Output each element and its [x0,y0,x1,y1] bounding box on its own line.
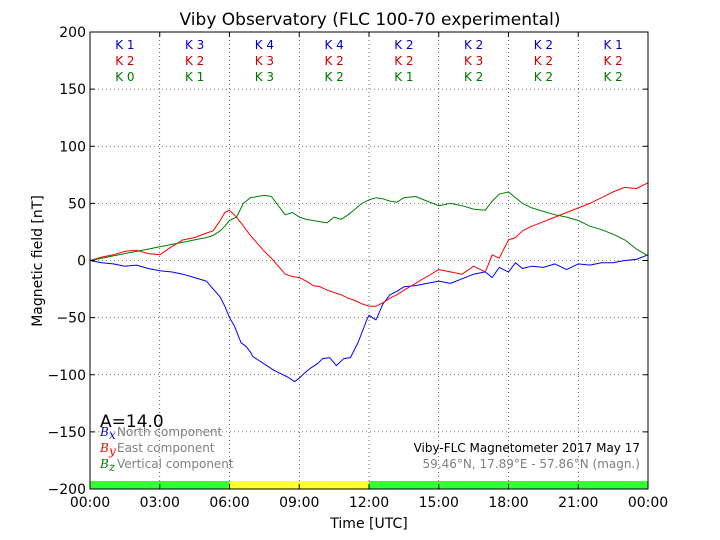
k-index-vertical: K 0 [115,70,134,84]
x-tick-label: 00:00 [70,495,110,511]
x-tick-label: 06:00 [209,495,249,511]
k-index-north: K 2 [464,38,483,52]
k-index-vertical: K 3 [255,70,274,84]
k-index-north: K 4 [324,38,343,52]
y-tick-label: −100 [48,368,86,384]
legend-north-label: North component [117,425,223,439]
y-tick-label: −50 [56,311,86,327]
east-component-line [89,182,649,307]
legend-vertical-subscript: z [108,460,116,474]
k-index-north: K 3 [185,38,204,52]
a-index-label: A=14.0 [100,412,164,432]
k-index-north: K 2 [534,38,553,52]
grid [90,32,648,489]
k-index-east: K 3 [255,54,274,68]
x-tick-label: 21:00 [558,495,598,511]
y-tick-label: −150 [48,425,86,441]
k-index-north: K 1 [603,38,622,52]
y-axis-label: Magnetic field [nT] [30,195,46,327]
north-component-line [89,254,649,383]
x-tick-label: 12:00 [349,495,389,511]
k-index-east: K 2 [394,54,413,68]
k-index-vertical: K 2 [534,70,553,84]
k-index-east: K 2 [603,54,622,68]
k-index-east: K 2 [185,54,204,68]
k-index-east: K 2 [115,54,134,68]
location-annotation: 59.46°N, 17.89°E - 57.86°N (magn.) [423,457,640,471]
y-tick-label: 150 [59,82,86,98]
k-index-north: K 1 [115,38,134,52]
k-index-table: K 1 K 3 K 4 K 4 K 2 K 2 K 2 K 1 K 2 K 2 K 3 K 2 K 2 K… [115,38,623,84]
k-index-east: K 2 [534,54,553,68]
x-tick-label: 00:00 [628,495,668,511]
x-tick-label: 09:00 [279,495,319,511]
x-tick-label: 18:00 [488,495,528,511]
legend-vertical-symbol: B [99,457,109,471]
k-index-east: K 3 [464,54,483,68]
k-index-vertical: K 1 [185,70,204,84]
k-index-vertical: K 1 [394,70,413,84]
y-tick-label: 0 [77,254,86,270]
chart-title: Viby Observatory (FLC 100-70 experimenta… [180,10,561,30]
legend-east-symbol: B [99,441,109,455]
legend-east-label: East component [117,441,215,455]
legend-east-subscript: y [108,444,116,458]
instrument-annotation: Viby-FLC Magnetometer 2017 May 17 [414,441,640,455]
x-tick-label: 03:00 [140,495,180,511]
x-axis-label: Time [UTC] [329,516,407,532]
x-tick-label: 15:00 [419,495,459,511]
legend-vertical-label: Vertical component [117,457,234,471]
axis-ticks: 00:00 03:00 06:00 09:00 12:00 15:00 18:00 21:00… [48,25,669,511]
k-index-north: K 2 [394,38,413,52]
k-index-east: K 2 [324,54,343,68]
k-index-vertical: K 2 [324,70,343,84]
y-tick-label: −200 [48,482,86,498]
k-index-vertical: K 2 [464,70,483,84]
k-index-north: K 4 [255,38,274,52]
series-lines [89,182,649,383]
y-tick-label: 200 [59,25,86,41]
y-tick-label: 50 [68,196,86,212]
legend-north-symbol: B [99,425,109,439]
k-index-vertical: K 2 [603,70,622,84]
y-tick-label: 100 [59,139,86,155]
legend-north-subscript: x [109,428,116,442]
vertical-component-line [89,191,649,261]
